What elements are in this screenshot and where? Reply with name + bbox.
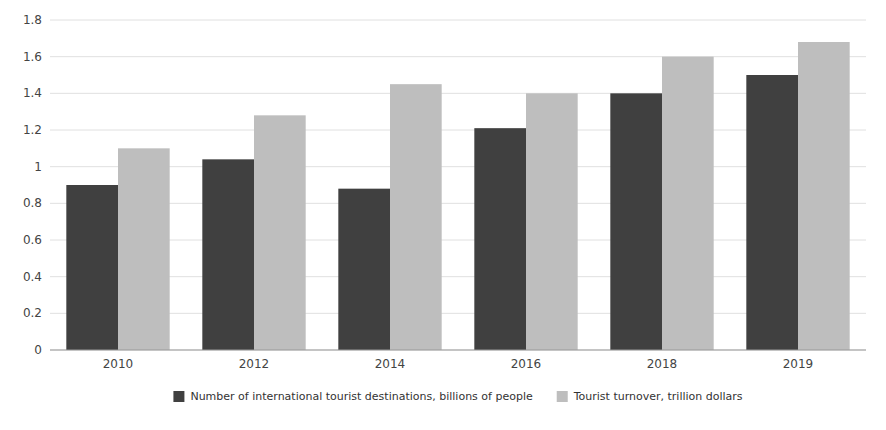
grid-line xyxy=(50,240,866,241)
grid-line xyxy=(50,203,866,204)
grid-line xyxy=(50,56,866,57)
bar xyxy=(798,42,850,350)
legend-label: Tourist turnover, trillion dollars xyxy=(573,390,743,403)
bar xyxy=(746,75,798,350)
grid-line xyxy=(50,313,866,314)
bar xyxy=(202,159,254,350)
bar xyxy=(254,115,306,350)
bars xyxy=(66,42,849,350)
x-tick-label: 2014 xyxy=(375,357,406,371)
y-tick-label: 1.6 xyxy=(23,50,42,64)
y-tick-label: 0 xyxy=(34,343,42,357)
x-axis: 2010 2012 2014 2016 2018 2019 xyxy=(50,350,866,371)
bar xyxy=(474,128,526,350)
grid-line xyxy=(50,20,866,21)
bar xyxy=(662,57,714,350)
x-axis-line xyxy=(50,350,866,351)
grid-line xyxy=(50,276,866,277)
legend: Number of international tourist destinat… xyxy=(173,390,742,403)
bar xyxy=(338,189,390,350)
legend-item: Number of international tourist destinat… xyxy=(173,390,533,403)
chart-container: 00.20.40.60.811.21.41.61.820102012201420… xyxy=(0,0,886,430)
x-tick-label: 2012 xyxy=(239,357,270,371)
chart: 00.20.40.60.811.21.41.61.820102012201420… xyxy=(0,0,886,430)
bar xyxy=(526,93,578,350)
y-axis: 0 0.2 0.4 0.6 0.8 1 1.2 1.4 1.6 1.8 xyxy=(23,13,866,357)
grid-line xyxy=(50,130,866,131)
legend-swatch xyxy=(173,391,184,402)
x-tick-label: 2019 xyxy=(783,357,814,371)
y-tick-label: 1.2 xyxy=(23,123,42,137)
y-tick-label: 1.8 xyxy=(23,13,42,27)
x-tick-label: 2010 xyxy=(103,357,134,371)
y-tick-label: 0.2 xyxy=(23,306,42,320)
grid-line xyxy=(50,166,866,167)
grid-line xyxy=(50,93,866,94)
y-tick-label: 0.4 xyxy=(23,270,42,284)
y-tick-label: 1.4 xyxy=(23,86,42,100)
legend-label: Number of international tourist destinat… xyxy=(190,390,533,403)
bar xyxy=(118,148,170,350)
x-tick-label: 2016 xyxy=(511,357,542,371)
bar xyxy=(390,84,442,350)
x-tick-label: 2018 xyxy=(647,357,678,371)
y-tick-label: 0.8 xyxy=(23,196,42,210)
legend-item: Tourist turnover, trillion dollars xyxy=(557,390,743,403)
bar xyxy=(610,93,662,350)
y-tick-label: 1 xyxy=(34,160,42,174)
grid-line xyxy=(50,350,866,351)
bar xyxy=(66,185,118,350)
legend-swatch xyxy=(557,391,568,402)
y-tick-label: 0.6 xyxy=(23,233,42,247)
